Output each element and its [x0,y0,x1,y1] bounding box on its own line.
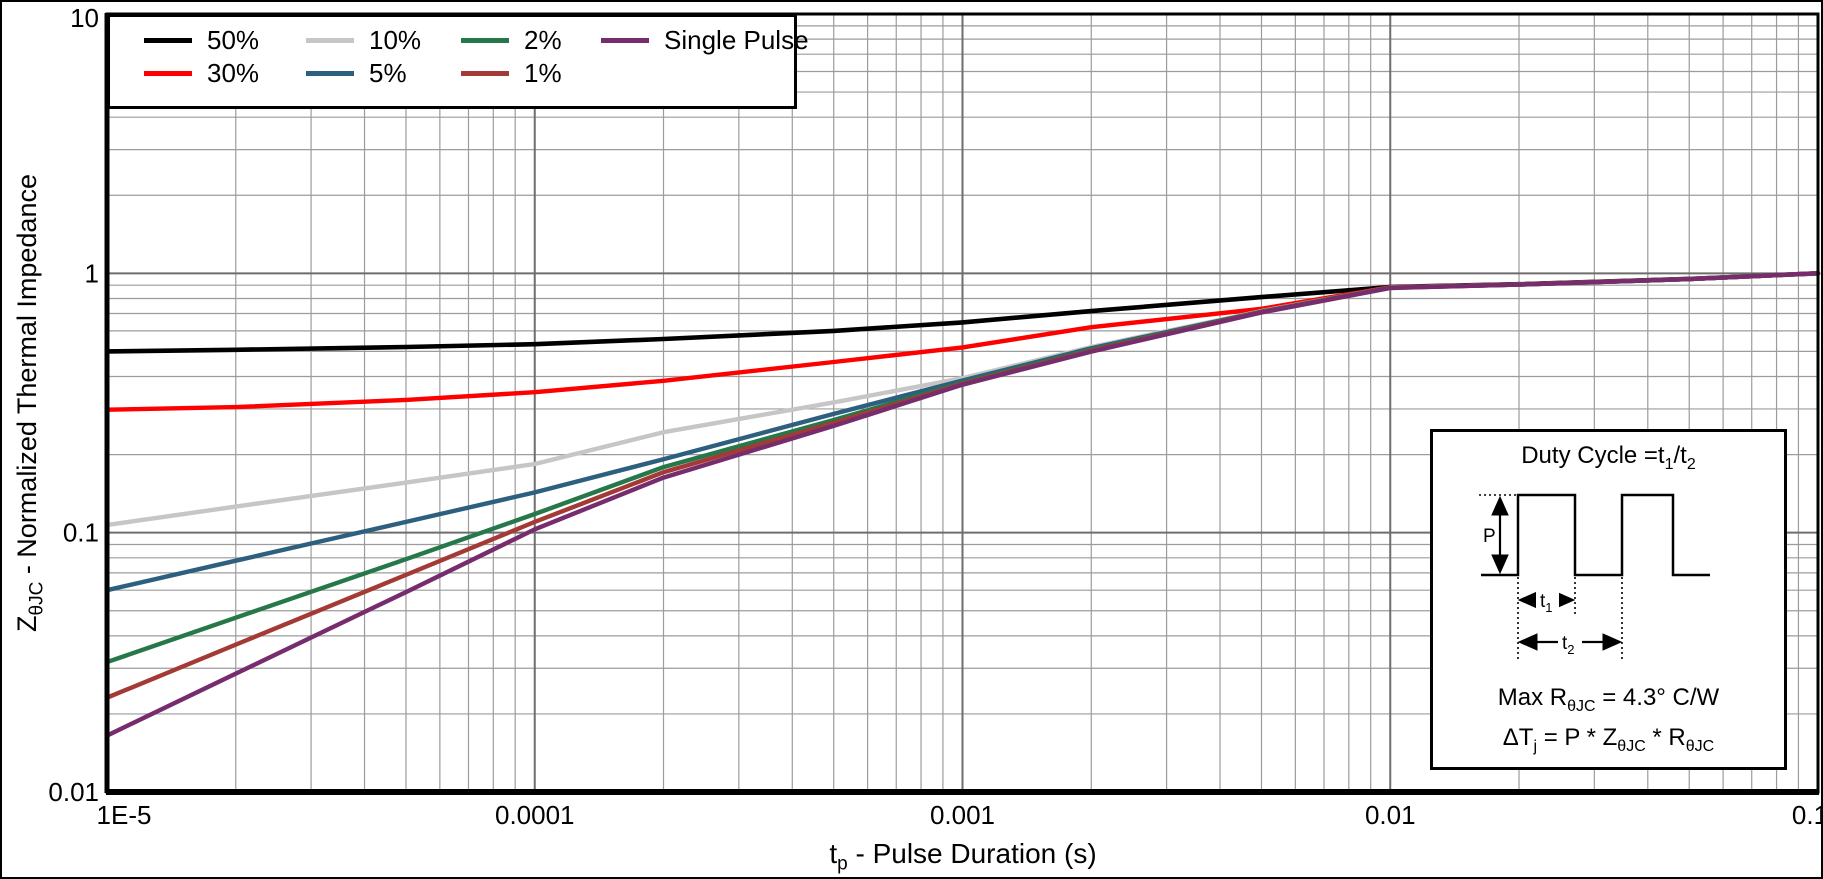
x-tick-1E-5: 1E-5 [97,800,152,830]
legend-item-1-: 1% [461,58,601,89]
t2-label-backing [1558,628,1582,655]
y-axis-title-main: Z [12,615,42,632]
legend-grid: 50% 10% 2% Single Pulse 30% 5% 1% [110,17,809,89]
inset-title-mid: /t [1673,442,1687,469]
x-tick-0.001: 0.001 [930,800,995,830]
f2-c: * R [1645,724,1686,751]
legend-label: 30% [207,58,260,88]
curve-Single Pulse [104,271,1821,738]
legend-swatch [144,38,192,43]
legend-label: 1% [524,58,562,88]
t2-label: t2 [1562,633,1575,657]
t1-label: t1 [1540,591,1553,615]
legend-item-2-: 2% [461,25,601,56]
legend-label: 2% [524,25,562,55]
f2-sub2: θJC [1617,737,1646,755]
pulse-waveform-diagram: P t1 t2 [1479,493,1710,659]
duty-cycle-inset: Duty Cycle =t1/t2 P t1 t2 [1430,429,1787,770]
legend-item-50-: 50% [144,25,306,56]
legend-label: 5% [369,58,407,88]
y-tick-0.1: 0.1 [63,518,99,548]
power-amplitude-label: P [1483,526,1496,547]
legend-label: 10% [369,25,422,55]
legend-label: 50% [207,25,260,55]
legend-swatch [601,38,649,43]
x-tick-0.01: 0.01 [1365,800,1416,830]
inset-title: Duty Cycle =t1/t2 [1433,442,1784,473]
f2-sub1: j [1533,737,1538,755]
inset-title-sub1: 1 [1664,455,1674,473]
x-axis-title-subscript: p [837,853,848,875]
f1-pre: Max R [1497,684,1568,711]
f1-post: = 4.3° C/W [1595,684,1720,711]
legend-item-10-: 10% [306,25,461,56]
legend-swatch [306,38,354,43]
x-axis-title-main: t [829,838,838,869]
y-tick-labels: 10 1 0.1 0.01 [48,3,99,807]
legend-label: Single Pulse [664,25,809,55]
max-rthjc-formula: Max RθJC = 4.3° C/W [1433,684,1784,715]
legend-swatch [306,71,354,76]
x-tick-0.0001: 0.0001 [495,800,575,830]
f2-sub3: θJC [1685,737,1715,755]
t1-label-backing [1536,586,1559,613]
f2-a: ΔT [1502,724,1534,751]
inset-title-pre: Duty Cycle =t [1521,442,1665,469]
legend: 50% 10% 2% Single Pulse 30% 5% 1% [107,14,809,109]
x-axis-title: tp - Pulse Duration (s) [713,836,1213,875]
inset-title-sub2: 2 [1686,455,1696,473]
curves [104,271,1821,738]
f2-b: = P * Z [1537,724,1618,751]
delta-tj-formula: ΔTj = P * ZθJC * RθJC [1433,724,1784,755]
legend-swatch [461,71,509,76]
y-tick-0.01: 0.01 [48,777,99,807]
y-tick-1: 1 [85,258,99,288]
y-axis-title: ZθJC - Normalized Thermal Impedance [10,13,48,793]
legend-item-single-pulse: Single Pulse [601,25,809,56]
x-axis-title-rest: - Pulse Duration (s) [847,838,1097,869]
legend-swatch [461,38,509,43]
y-axis-title-subscript: θJC [26,581,48,616]
legend-item-5-: 5% [306,58,461,89]
x-tick-0.1: 0.1 [1792,800,1823,830]
y-axis-title-rest: - Normalized Thermal Impedance [12,174,42,582]
legend-item-30-: 30% [144,58,306,89]
legend-swatch [144,71,192,76]
x-tick-labels: 1E-5 0.0001 0.001 0.01 0.1 [97,800,1823,830]
y-tick-10: 10 [70,3,99,33]
pulse-train-trace [1481,493,1710,577]
plot-frame [104,12,1820,795]
f1-sub: θJC [1567,697,1596,715]
